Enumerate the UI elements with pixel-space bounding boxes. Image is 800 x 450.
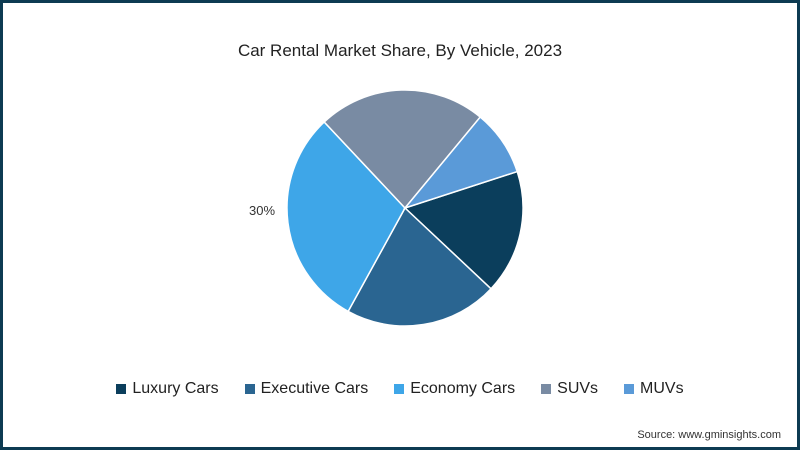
legend-item-executive-cars: Executive Cars: [244, 380, 369, 398]
legend-swatch-suvs: [541, 384, 552, 394]
legend: Luxury Cars Executive Cars Economy Cars …: [3, 380, 797, 398]
legend-label-executive-cars: Executive Cars: [260, 380, 369, 397]
legend-label-economy-cars: Economy Cars: [410, 380, 516, 397]
legend-item-suvs: SUVs: [541, 380, 598, 398]
legend-swatch-muvs: [624, 384, 635, 394]
legend-label-suvs: SUVs: [557, 380, 599, 397]
data-label-economy-cars: 30%: [249, 203, 276, 218]
pie-slice-luxury-cars: [403, 170, 524, 290]
pie-slice-executive-cars: [347, 206, 493, 327]
legend-label-muvs: MUVs: [640, 380, 684, 397]
legend-swatch-executive-cars: [244, 384, 255, 394]
legend-label-luxury-cars: Luxury Cars: [132, 380, 219, 397]
legend-item-luxury-cars: Luxury Cars: [116, 380, 219, 398]
source-note: Source: www.gminsights.com: [637, 429, 781, 441]
pie-slice-muvs: [402, 116, 519, 210]
pie-slice-economy-cars: [286, 120, 406, 313]
legend-swatch-economy-cars: [394, 384, 405, 394]
legend-item-economy-cars: Economy Cars: [394, 380, 515, 398]
pie-slice-suvs: [323, 89, 482, 210]
pie-chart: [286, 89, 524, 327]
legend-swatch-luxury-cars: [116, 384, 127, 394]
chart-title: Car Rental Market Share, By Vehicle, 202…: [237, 41, 563, 60]
legend-item-muvs: MUVs: [624, 380, 684, 398]
